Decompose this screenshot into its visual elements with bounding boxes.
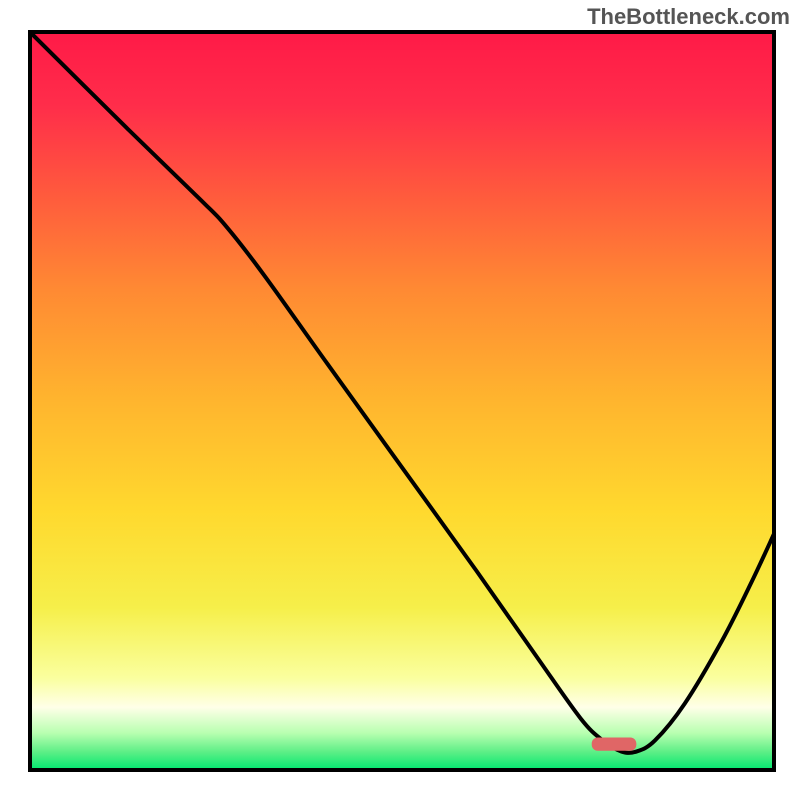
optimum-marker (592, 738, 637, 751)
chart-svg (0, 0, 800, 800)
bottleneck-chart: TheBottleneck.com (0, 0, 800, 800)
watermark-text: TheBottleneck.com (587, 4, 790, 30)
